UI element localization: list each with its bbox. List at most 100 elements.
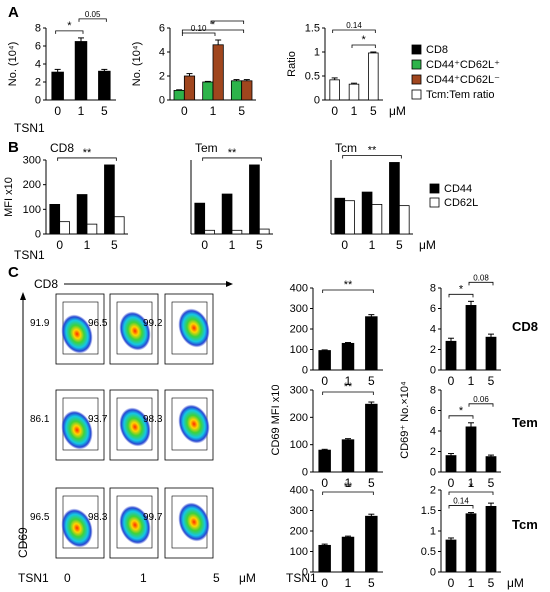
flow-y-label: CD69	[16, 527, 30, 558]
significance-label: 0.14	[453, 497, 469, 506]
y-tick-label: 1	[430, 526, 436, 538]
y-tick-label: 0	[159, 95, 165, 107]
y-tick-label: 2	[430, 446, 436, 458]
bar	[371, 203, 383, 235]
chart-c1: 0 100 200 300 400 0 1 5 **	[290, 279, 383, 388]
unit-label: μM	[419, 238, 436, 252]
flow-gate	[116, 301, 153, 355]
y-tick-label: 0.5	[305, 71, 320, 83]
chart-a1: 0 2 4 6 8 No. (10⁴) 0 1 5 * 0.05	[7, 10, 116, 118]
x-tick-label: 1	[345, 374, 352, 388]
bar	[341, 439, 355, 473]
y-tick-label: 2	[430, 485, 436, 497]
flow-gate	[116, 397, 153, 451]
y-tick-label: 400	[290, 283, 308, 295]
bar	[318, 350, 331, 371]
bar	[51, 71, 64, 101]
x-tick-label: 0	[181, 104, 188, 118]
chart-b1: 0 100 200 300 MFI x10 CD8 0 1 5 **	[3, 141, 128, 252]
bar	[231, 229, 243, 235]
significance-label: *	[459, 283, 464, 295]
y-tick-label: 2	[159, 71, 165, 83]
bar	[389, 162, 400, 235]
significance-label: 0.14	[346, 21, 362, 30]
significance-bracket	[468, 403, 494, 407]
bar	[104, 164, 115, 235]
significance-bracket	[322, 289, 374, 293]
flow-gate	[116, 495, 153, 549]
x-tick-label: 1	[78, 104, 85, 118]
x-tick-label: 5	[111, 238, 118, 252]
significance-bracket	[181, 29, 245, 33]
y-tick-label: 400	[290, 485, 308, 497]
bar	[49, 203, 61, 235]
significance-bracket	[55, 30, 84, 34]
significance-bracket	[448, 505, 474, 509]
significance-bracket	[468, 281, 494, 286]
bar	[194, 202, 206, 235]
significance-bracket	[448, 415, 474, 419]
bar	[113, 216, 125, 235]
significance-bracket	[448, 293, 474, 298]
y-tick-label: 0	[35, 229, 41, 241]
bar	[173, 90, 185, 101]
bar	[76, 194, 88, 235]
y-tick-label: 100	[290, 439, 308, 451]
significance-label: 0.08	[473, 273, 489, 282]
bar	[365, 316, 378, 371]
bar	[183, 75, 196, 101]
y-tick-label: 200	[23, 179, 41, 191]
side-label-tem: Tem	[512, 415, 538, 430]
bar	[86, 223, 98, 235]
bar	[334, 197, 346, 235]
flow-density-blob	[178, 404, 210, 444]
flow-dose-0: 0	[64, 571, 71, 585]
flow-x-label: CD8	[34, 277, 58, 291]
panel-label-b: B	[8, 139, 19, 156]
unit-label: μM	[507, 576, 524, 590]
y-tick-label: 0	[302, 567, 308, 579]
flow-density-blob	[119, 505, 151, 545]
x-tick-label: 0	[331, 104, 338, 118]
x-tick-label: 1	[468, 576, 475, 590]
chart-title: Tcm	[335, 141, 357, 155]
bar	[221, 193, 233, 235]
y-tick-label: 8	[35, 23, 41, 35]
y-tick-label: 1.5	[421, 505, 436, 517]
bar	[485, 456, 497, 473]
bar	[204, 229, 215, 235]
y-tick-label: 6	[430, 303, 436, 315]
legend-swatch	[411, 89, 422, 100]
significance-label: **	[344, 481, 353, 493]
x-tick-label: 1	[345, 476, 352, 490]
flow-percent: 99.2	[143, 318, 163, 329]
y-axis-label: No. (10⁴)	[131, 42, 143, 86]
bar	[241, 80, 253, 101]
x-tick-label: 5	[488, 476, 495, 490]
flow-dose-1: 1	[140, 571, 147, 585]
x-tick-label: 1	[468, 476, 475, 490]
significance-label: **	[83, 147, 92, 159]
flow-density-blob	[61, 314, 93, 354]
bar	[368, 52, 379, 101]
flow-density-blob	[119, 407, 151, 447]
flow-percent: 98.3	[143, 414, 163, 425]
legend-b: CD44 CD62L	[429, 183, 478, 209]
y-tick-label: 100	[23, 204, 41, 216]
flow-density-blob	[178, 502, 210, 542]
bar	[485, 336, 497, 371]
side-label-cd8: CD8	[512, 319, 538, 334]
significance-bracket	[210, 20, 245, 24]
tsn1-label-c-flow: TSN1	[18, 571, 49, 585]
x-tick-label: 1	[229, 238, 236, 252]
x-tick-label: 0	[321, 576, 328, 590]
significance-label: *	[211, 19, 216, 31]
legend-swatch	[411, 74, 422, 85]
y-tick-label: 4	[35, 59, 41, 71]
x-tick-label: 1	[351, 104, 358, 118]
chart-title: CD8	[50, 141, 74, 155]
y-tick-label: 8	[430, 283, 436, 295]
legend-label: CD44⁺CD62L⁺	[426, 59, 500, 71]
